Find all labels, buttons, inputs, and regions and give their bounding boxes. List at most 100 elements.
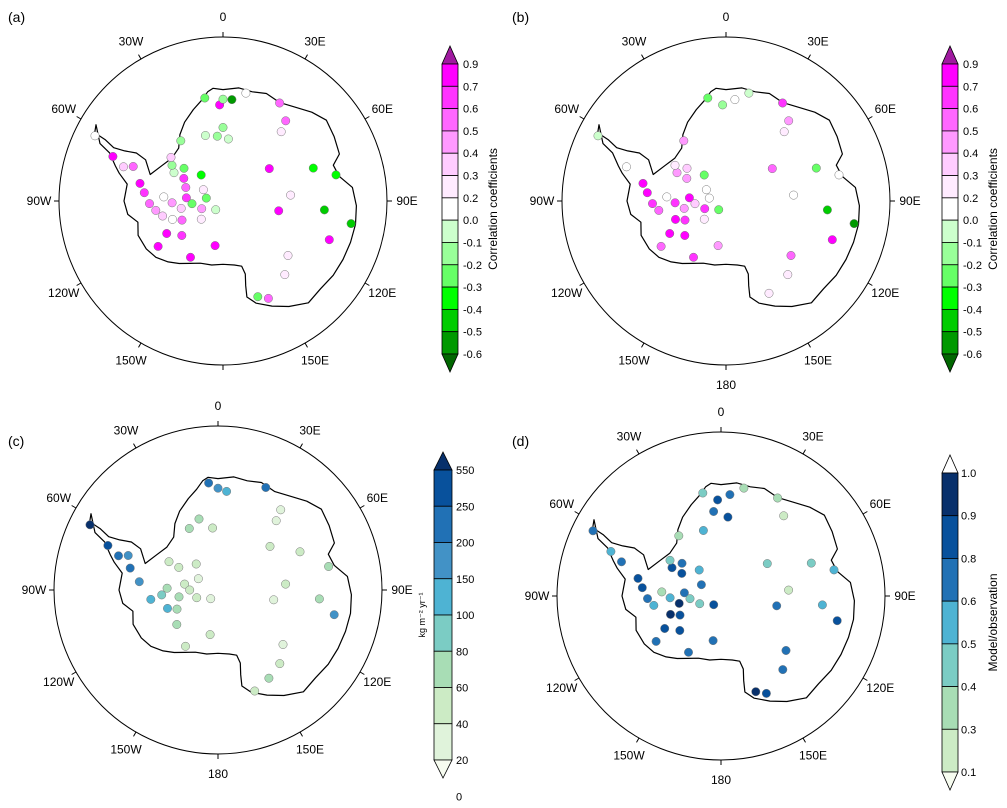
station-marker: [157, 590, 167, 600]
station-marker: [685, 594, 695, 604]
colorbar-top-arrow: [941, 45, 959, 65]
lon-label-l0: 0: [723, 10, 730, 24]
station-marker: [708, 636, 718, 646]
lon-label-l90w: 90W: [530, 194, 555, 208]
station-marker: [682, 163, 692, 173]
lon-label-l120e: 120E: [871, 286, 899, 300]
colorbar-tick-label: -0.5: [963, 327, 982, 339]
lon-label-l90e: 90E: [894, 589, 915, 603]
colorbar-box: [433, 542, 453, 580]
station-marker: [222, 486, 232, 496]
colorbar-tick-label: 150: [456, 574, 474, 586]
station-marker: [682, 173, 692, 183]
colorbar-tick-label: 40: [456, 719, 468, 731]
station-marker: [778, 98, 788, 108]
colorbar-tick-label: -0.2: [463, 260, 482, 272]
station-marker: [649, 600, 659, 610]
colorbar-tick-label: 0.3: [963, 171, 978, 183]
colorbar-box: [441, 264, 459, 288]
station-marker: [308, 163, 318, 173]
lon-label-l30w: 30W: [119, 35, 144, 49]
station-marker: [128, 162, 138, 171]
station-marker: [700, 204, 710, 214]
station-marker: [213, 483, 223, 493]
lon-label-l0: 0: [718, 405, 725, 419]
lon-label-l90w: 90W: [525, 589, 550, 603]
station-marker: [827, 235, 837, 245]
colorbar: 1.0 0.9 0.8 0.6 0.5 0.4 0.3 0.1 Model/observatio…: [941, 454, 1000, 791]
station-marker: [241, 88, 251, 98]
colorbar-tick-label: 0.6: [963, 104, 978, 116]
station-marker: [158, 211, 168, 221]
map-frame: [561, 36, 891, 366]
panel-label: (c): [8, 433, 24, 449]
station-marker: [730, 95, 740, 105]
station-marker: [280, 270, 290, 280]
station-marker: [779, 127, 789, 137]
colorbar-tick-label: 1.0: [961, 468, 976, 480]
station-marker: [319, 205, 329, 215]
station-marker: [781, 646, 791, 655]
lon-label-l120w: 120W: [43, 675, 75, 689]
colorbar-tick-label: 0.9: [463, 59, 478, 71]
station-marker: [275, 659, 285, 669]
lon-tick: [574, 677, 580, 681]
station-marker: [125, 563, 135, 573]
colorbar-tick-label: 0.9: [961, 511, 976, 523]
colorbar-box: [433, 578, 453, 616]
station-marker: [772, 601, 782, 611]
colorbar-tick-label: -0.6: [963, 349, 982, 361]
colorbar-box: [433, 614, 453, 652]
colorbar-box: [941, 175, 959, 199]
lon-label-l60w: 60W: [46, 491, 71, 505]
colorbar-title: Model/observation: [986, 573, 1000, 671]
station-marker: [834, 170, 844, 180]
colorbar-tick-label: 60: [456, 683, 468, 695]
colorbar-tick-label: 0.5: [961, 639, 976, 651]
station-marker: [672, 168, 682, 178]
station-marker: [633, 573, 643, 583]
colorbar-tick-label: 0.1: [961, 767, 976, 779]
lon-label-l150e: 150E: [804, 353, 832, 367]
lon-label-l30e: 30E: [304, 35, 325, 49]
station-marker: [179, 163, 189, 173]
station-marker: [162, 229, 172, 238]
lon-tick: [299, 731, 303, 737]
panel-c: (c) 0 30E 60E 90E 120E 150E 180 150W 120W 90W 60W 30…: [8, 399, 474, 803]
station-marker: [167, 160, 177, 170]
station-marker: [201, 193, 211, 203]
lon-label-l120e: 120E: [368, 286, 396, 300]
colorbar-tick-label: 0.0: [963, 215, 978, 227]
station-marker: [176, 203, 186, 213]
station-marker: [196, 170, 206, 180]
lon-tick: [304, 342, 308, 348]
station-marker: [670, 160, 680, 170]
lon-label-l180: 180: [716, 378, 736, 392]
colorbar-box: [441, 152, 459, 176]
lon-label-l90w: 90W: [27, 194, 52, 208]
lon-tick: [867, 116, 873, 120]
station-marker: [667, 563, 677, 573]
lon-tick: [807, 342, 811, 348]
station-marker: [648, 199, 657, 209]
colorbar-tick-label: 20: [456, 755, 468, 767]
station-marker: [786, 251, 796, 260]
lon-tick: [364, 282, 370, 286]
station-marker: [179, 173, 189, 183]
station-marker: [153, 241, 163, 251]
station-marker: [108, 152, 118, 161]
colorbar-box: [441, 63, 459, 87]
station-marker: [196, 214, 206, 224]
station-marker: [689, 252, 698, 262]
station-marker: [684, 193, 694, 203]
lon-label-l60e: 60E: [875, 102, 896, 116]
station-marker: [212, 131, 222, 141]
station-marker: [223, 134, 233, 144]
station-marker: [198, 185, 208, 195]
station-marker: [656, 241, 666, 251]
colorbar-box: [941, 600, 959, 645]
colorbar-top-arrow: [441, 45, 459, 65]
station-marker: [167, 198, 177, 208]
station-marker: [181, 641, 190, 651]
station-marker: [250, 686, 260, 696]
